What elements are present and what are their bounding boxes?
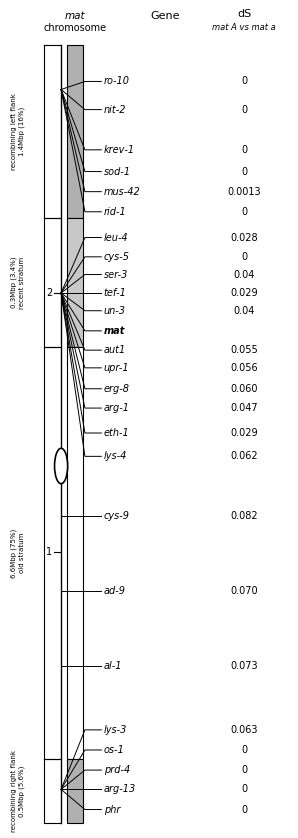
Text: nit-2: nit-2 [104,105,126,115]
Text: dS: dS [237,8,252,18]
Text: arg-1: arg-1 [104,403,130,413]
Text: 0: 0 [241,167,247,177]
Text: 0.070: 0.070 [231,587,258,597]
Text: 0: 0 [241,765,247,775]
Text: arg-13: arg-13 [104,784,136,794]
Text: os-1: os-1 [104,745,125,755]
Text: 0.056: 0.056 [231,363,258,373]
Text: 0.3Mbp (3.4%)
recent stratum: 0.3Mbp (3.4%) recent stratum [11,256,25,308]
Text: 0.047: 0.047 [231,403,258,413]
Text: 1: 1 [46,547,52,557]
Bar [67,347,83,759]
Text: recombining left flank
1.4Mbp (16%): recombining left flank 1.4Mbp (16%) [11,93,25,170]
Text: ser-3: ser-3 [104,270,128,280]
Text: aut1: aut1 [104,345,126,355]
Text: phr: phr [104,804,120,815]
Text: 0: 0 [241,252,247,261]
Text: mat A vs mat a: mat A vs mat a [212,23,276,33]
Text: mus-42: mus-42 [104,187,140,197]
Text: 0.029: 0.029 [231,288,258,298]
Text: 0: 0 [241,207,247,217]
Text: 0: 0 [241,145,247,155]
Text: al-1: al-1 [104,660,122,670]
Text: 2: 2 [46,288,52,298]
Text: leu-4: leu-4 [104,232,128,242]
Text: ro-10: ro-10 [104,76,130,86]
Text: 0: 0 [241,784,247,794]
Text: chromosome: chromosome [44,23,107,34]
Text: prd-4: prd-4 [104,765,130,775]
Text: rid-1: rid-1 [104,207,126,217]
Bar [67,45,83,218]
Text: 0.063: 0.063 [231,725,258,735]
Text: 6.6Mbp (75%)
old stratum: 6.6Mbp (75%) old stratum [11,528,25,577]
Text: upr-1: upr-1 [104,363,129,373]
Text: cys-5: cys-5 [104,252,130,261]
Text: recombining right flank
0.5Mbp (5.6%): recombining right flank 0.5Mbp (5.6%) [11,750,25,832]
Text: un-3: un-3 [104,306,126,316]
Circle shape [55,448,68,484]
Text: 0.062: 0.062 [231,452,258,462]
Text: 0.04: 0.04 [234,270,255,280]
Text: 0.04: 0.04 [234,306,255,316]
Text: 0: 0 [241,76,247,86]
Text: 0.082: 0.082 [231,511,258,521]
Text: mat: mat [65,11,86,21]
Text: 0.073: 0.073 [231,660,258,670]
Text: ad-9: ad-9 [104,587,126,597]
Text: lys-3: lys-3 [104,725,127,735]
Text: lys-4: lys-4 [104,452,127,462]
Bar [67,218,83,347]
Text: 0: 0 [241,105,247,115]
Text: 0.028: 0.028 [231,232,258,242]
Text: 0.055: 0.055 [230,345,258,355]
Text: mat: mat [104,326,125,336]
Text: cys-9: cys-9 [104,511,130,521]
Text: 0: 0 [241,804,247,815]
Text: 0.060: 0.060 [231,384,258,394]
Text: 0: 0 [241,745,247,755]
Text: krev-1: krev-1 [104,145,135,155]
Bar [67,759,83,823]
Text: eth-1: eth-1 [104,428,129,438]
Text: sod-1: sod-1 [104,167,131,177]
Text: erg-8: erg-8 [104,384,130,394]
Text: Gene: Gene [150,11,180,21]
Text: tef-1: tef-1 [104,288,127,298]
Text: 0.0013: 0.0013 [228,187,261,197]
Text: 0.029: 0.029 [231,428,258,438]
